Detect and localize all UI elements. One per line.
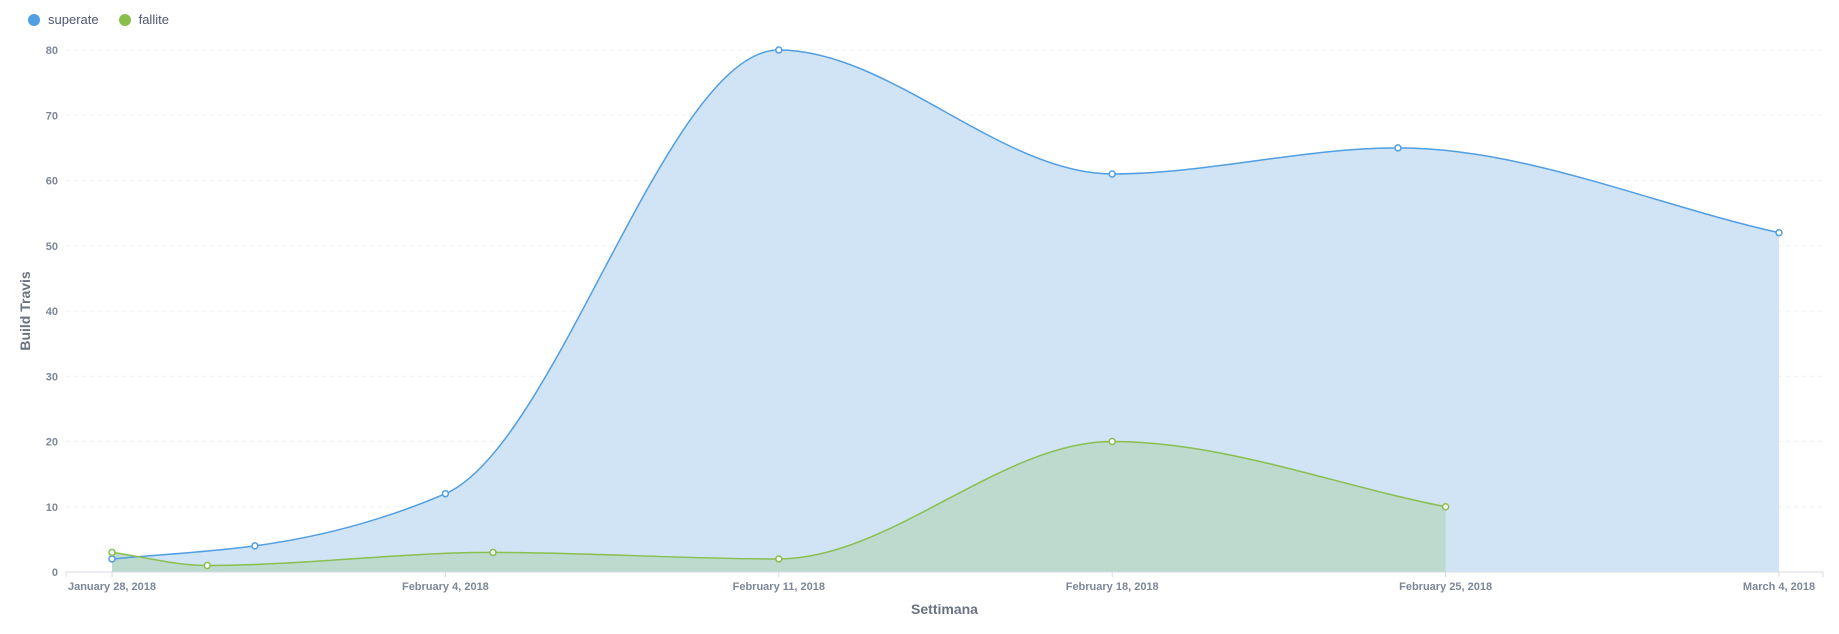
y-tick-label: 80 [46, 45, 58, 57]
point-superate [1775, 228, 1783, 237]
y-tick-label: 30 [46, 371, 58, 383]
axes: 0 10 20 30 40 50 60 70 80 January 28, 2018 Februar… [46, 45, 1824, 593]
areas [112, 50, 1779, 572]
y-tick-label: 10 [46, 502, 58, 514]
y-tick-label: 60 [46, 176, 58, 188]
point-fallite [1441, 503, 1450, 511]
lines [111, 49, 1780, 567]
point-superate [1394, 144, 1402, 152]
point-fallite [108, 548, 116, 557]
point-superate [1108, 170, 1116, 178]
legend-item-superate[interactable]: superate [28, 12, 99, 27]
legend-label-superate: superate [48, 12, 99, 27]
y-tick-label: 50 [46, 241, 58, 253]
legend-label-fallite: fallite [138, 12, 169, 27]
point-superate [775, 46, 783, 54]
point-fallite [1108, 437, 1116, 446]
y-tick-label: 40 [46, 306, 58, 318]
point-superate [251, 542, 259, 550]
area-fallite [112, 441, 1446, 572]
legend-swatch-superate [28, 13, 40, 26]
points [108, 46, 1783, 570]
y-tick-label: 0 [52, 567, 58, 579]
point-superate [108, 555, 116, 563]
legend: superate fallite [28, 12, 169, 27]
area-superate [112, 50, 1779, 572]
line-superate [111, 49, 1780, 560]
x-axis-title: Settimana [911, 601, 978, 617]
y-axis-title: Build Travis [17, 271, 33, 351]
x-tick-label: January 28, 2018 [68, 581, 156, 593]
x-tick-label: March 4, 2018 [1743, 581, 1815, 593]
line-fallite [111, 440, 1446, 567]
x-tick-label: February 18, 2018 [1066, 581, 1159, 593]
x-tick-label: February 25, 2018 [1399, 581, 1492, 593]
x-tick-label: February 11, 2018 [733, 581, 825, 593]
x-tick-label: February 4, 2018 [402, 581, 489, 593]
point-fallite [203, 561, 212, 570]
point-fallite [775, 555, 783, 563]
legend-swatch-fallite [118, 13, 131, 26]
y-tick-label: 70 [46, 110, 58, 122]
y-tick-label: 20 [46, 437, 58, 449]
point-fallite [489, 548, 497, 557]
legend-item-fallite[interactable]: fallite [118, 12, 169, 27]
point-superate [441, 489, 450, 498]
